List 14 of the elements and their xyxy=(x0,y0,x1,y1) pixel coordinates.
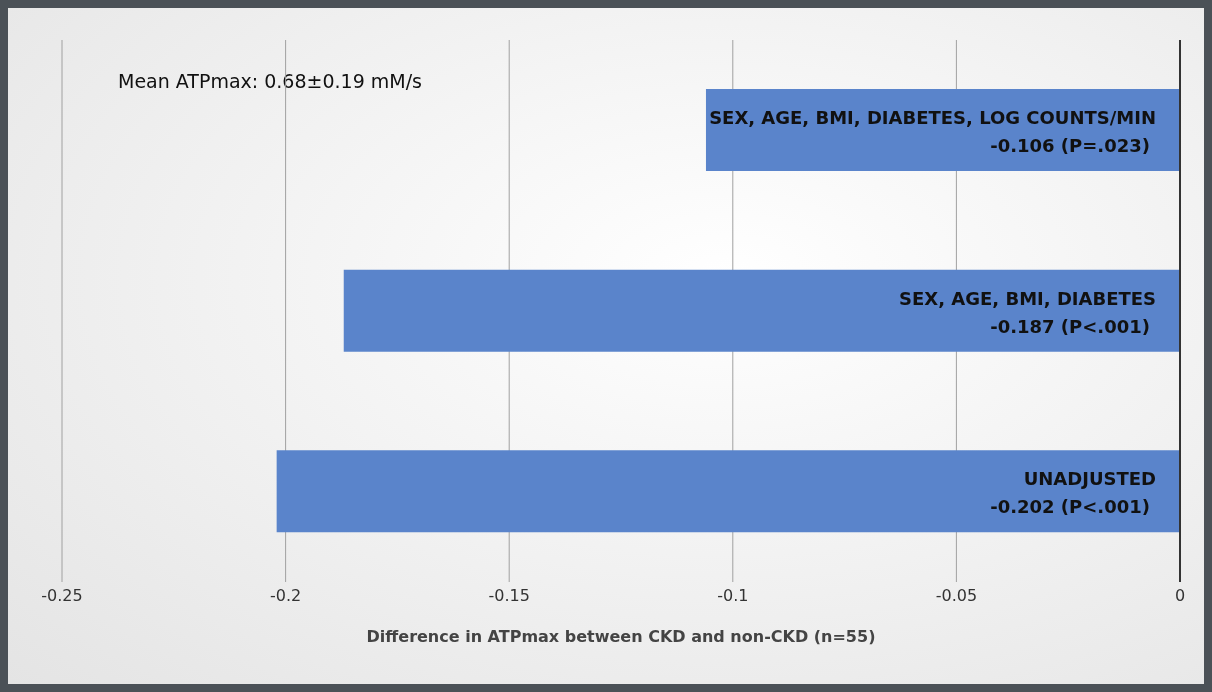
y-tick-label: SEX, AGE, BMI, DIABETES xyxy=(899,287,1156,309)
y-tick-label: SEX, AGE, BMI, DIABETES, LOG COUNTS/MIN xyxy=(709,107,1156,128)
y-tick-label: UNADJUSTED xyxy=(1023,468,1156,490)
x-tick-label: 0 xyxy=(1174,586,1186,606)
annotation: Mean ATPmax: 0.68±0.19 mM/s xyxy=(118,70,422,92)
x-tick-label: -0.25 xyxy=(41,586,83,606)
x-tick-label: -0.2 xyxy=(269,586,302,606)
x-axis-title: Difference in ATPmax between CKD and non-CKD (n=55) xyxy=(366,627,876,646)
data-label: -0.106 (P=.023) xyxy=(990,135,1150,156)
x-tick-label: -0.1 xyxy=(717,586,749,606)
x-tick-label: -0.05 xyxy=(935,586,978,606)
data-label: -0.187 (P<.001) xyxy=(990,315,1150,337)
data-label: -0.202 (P<.001) xyxy=(990,496,1150,518)
x-tick-label: -0.15 xyxy=(488,586,530,606)
